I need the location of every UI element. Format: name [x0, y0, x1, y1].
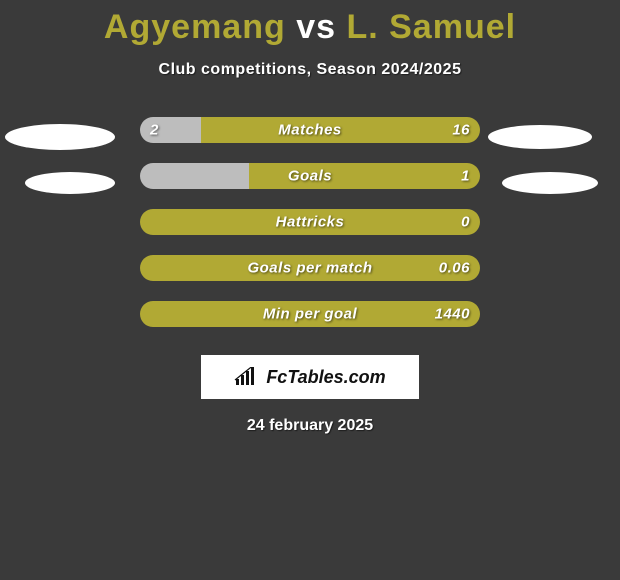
metric-bar: 1 Goals — [140, 163, 480, 189]
footer-date: 24 february 2025 — [0, 417, 620, 435]
bar-chart-icon — [234, 367, 260, 387]
metric-row: 0.06 Goals per match — [0, 245, 620, 291]
subheading: Club competitions, Season 2024/2025 — [0, 61, 620, 79]
player-left-marker — [25, 172, 115, 194]
metric-name: Matches — [278, 122, 342, 139]
bar-segment-left — [140, 163, 249, 189]
title-vs: vs — [286, 8, 347, 46]
metric-value-right: 0.06 — [439, 260, 470, 277]
metric-bar: 1440 Min per goal — [140, 301, 480, 327]
metric-bar: 0 Hattricks — [140, 209, 480, 235]
metric-row: 1440 Min per goal — [0, 291, 620, 337]
metric-row: 0 Hattricks — [0, 199, 620, 245]
metric-name: Goals — [288, 168, 332, 185]
metric-value-left: 2 — [150, 122, 159, 139]
title-player-right: L. Samuel — [346, 8, 516, 46]
bar-segment-right — [249, 163, 480, 189]
metric-value-right: 1 — [461, 168, 470, 185]
player-left-marker — [5, 124, 115, 150]
player-right-marker — [488, 125, 592, 149]
metric-name: Hattricks — [276, 214, 345, 231]
logo-box[interactable]: FcTables.com — [201, 355, 419, 399]
title-player-left: Agyemang — [104, 8, 286, 46]
metric-value-right: 1440 — [435, 306, 470, 323]
metric-value-right: 0 — [461, 214, 470, 231]
page-title: Agyemang vs L. Samuel — [0, 0, 620, 47]
metric-bar: 2 16 Matches — [140, 117, 480, 143]
player-right-marker — [502, 172, 598, 194]
logo-text: FcTables.com — [266, 367, 385, 388]
metric-value-right: 16 — [452, 122, 470, 139]
metric-name: Goals per match — [247, 260, 372, 277]
metric-bar: 0.06 Goals per match — [140, 255, 480, 281]
metric-name: Min per goal — [263, 306, 357, 323]
